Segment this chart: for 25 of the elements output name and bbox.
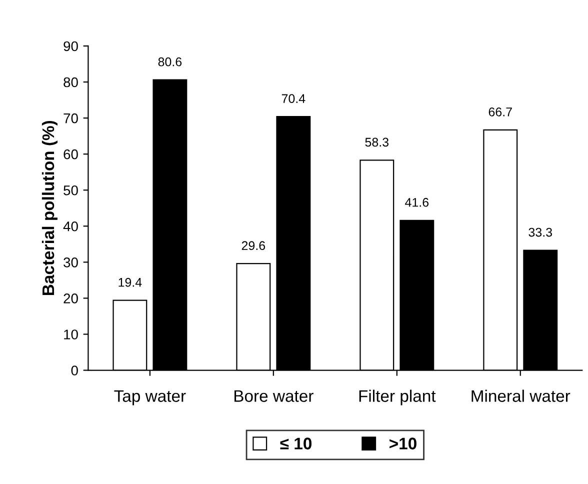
legend-label: ≤ 10 <box>280 438 312 450</box>
x-tick-label: Bore water <box>234 390 314 402</box>
y-tick-label: 0 <box>71 366 78 376</box>
x-tick-label: Mineral water <box>472 390 570 402</box>
y-tick-label: 80 <box>64 77 78 88</box>
y-tick-label: 70 <box>64 113 78 124</box>
data-label: 33.3 <box>528 228 552 237</box>
y-tick-label: 30 <box>64 258 78 268</box>
data-label: 66.7 <box>488 108 512 116</box>
data-label: 80.6 <box>158 57 182 66</box>
data-label: 19.4 <box>118 278 142 287</box>
data-label: 70.4 <box>282 94 306 104</box>
data-label: 58.3 <box>365 138 389 147</box>
data-label: 41.6 <box>405 198 429 207</box>
y-axis-title: Bacterial pollution (%) <box>42 120 58 295</box>
y-tick-label: 60 <box>64 149 78 160</box>
y-tick-label: 40 <box>63 221 78 232</box>
y-tick-label: 50 <box>64 185 78 196</box>
y-tick-label: 90 <box>64 41 78 52</box>
y-tick-label: 10 <box>64 330 78 340</box>
legend-label: >10 <box>390 438 416 450</box>
data-label: 29.6 <box>242 241 266 250</box>
x-tick-label: Tap water <box>114 390 186 406</box>
y-tick-label: 20 <box>64 294 78 304</box>
x-tick-label: Filter plant <box>359 390 436 406</box>
